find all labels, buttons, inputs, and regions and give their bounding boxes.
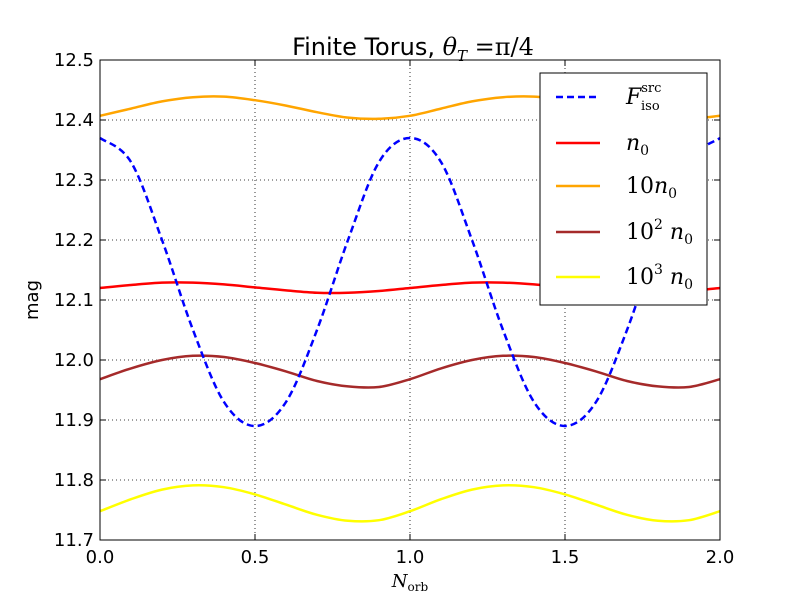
- series-line-4: [99, 484, 721, 523]
- y-tick-label: 11.8: [54, 470, 94, 491]
- y-tick-label: 12.1: [54, 290, 94, 311]
- x-tick-label: 0.5: [241, 547, 270, 568]
- x-axis-label: Norb: [391, 571, 429, 594]
- y-tick-label: 12.3: [54, 170, 94, 191]
- x-axis-label-sub: orb: [408, 580, 429, 594]
- legend-label-0: Fsrc iso: [625, 81, 661, 114]
- chart-title-suffix: =π/4: [467, 33, 534, 61]
- chart-title-theta-sub: T: [457, 47, 468, 65]
- y-tick-label: 11.7: [54, 530, 94, 551]
- chart-title: Finite Torus, θT =π/4: [292, 33, 534, 65]
- x-tick-label: 0.0: [86, 547, 115, 568]
- legend-box: [539, 72, 708, 306]
- y-tick-label: 12.0: [54, 350, 94, 371]
- x-tick-label: 2.0: [706, 547, 735, 568]
- x-tick-label: 1.0: [396, 547, 425, 568]
- x-axis-label-main: N: [391, 571, 409, 592]
- series-line-0: [99, 136, 721, 428]
- tick-layer: 0.0 0.5 1.0 1.5 2.0 11.7 11.8 11.9 12.0 12.1 12.2 1…: [54, 50, 734, 568]
- y-tick-label: 11.9: [54, 410, 94, 431]
- legend-label-3: 102 n0: [626, 217, 693, 248]
- series-layer: [99, 95, 721, 523]
- y-tick-label: 12.5: [54, 50, 94, 71]
- y-axis-label: mag: [22, 280, 43, 320]
- legend-label-1: n0: [626, 131, 649, 159]
- legend: Fsrc iso n0 10n0 102 n0 103 n0: [539, 72, 708, 306]
- y-tick-label: 12.2: [54, 230, 94, 251]
- x-tick-label: 1.5: [551, 547, 580, 568]
- y-tick-label: 12.4: [54, 110, 94, 131]
- legend-label-2: 10n0: [626, 174, 677, 202]
- chart-title-theta: θ: [443, 33, 458, 61]
- chart-title-text: Finite Torus,: [292, 33, 443, 61]
- legend-label-4: 103 n0: [626, 262, 693, 293]
